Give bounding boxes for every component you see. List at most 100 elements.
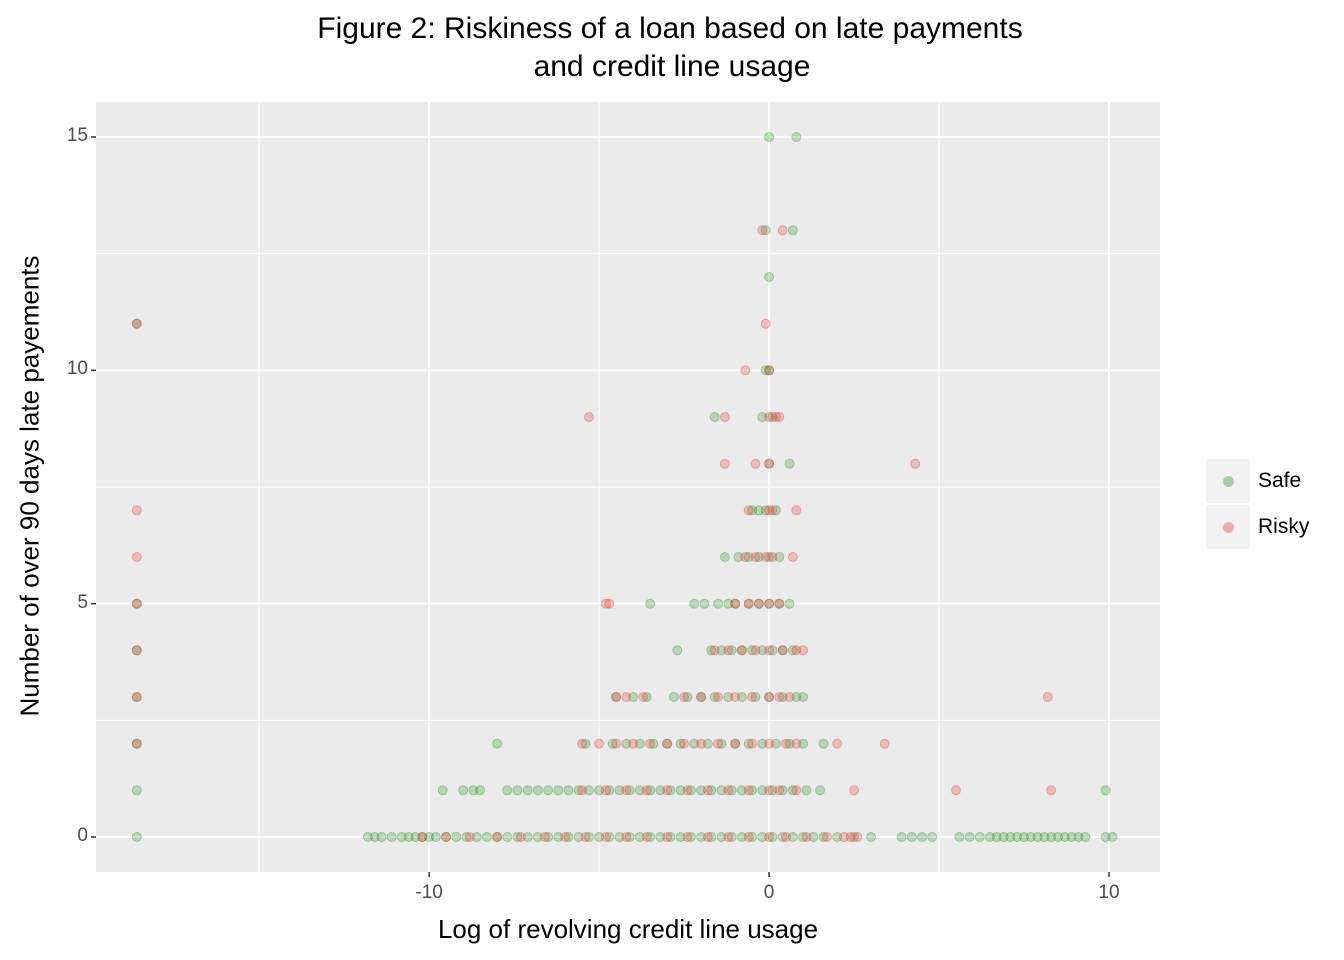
data-point-safe <box>376 832 387 842</box>
data-point-safe <box>131 785 142 796</box>
data-point-safe <box>699 598 710 609</box>
data-point-safe <box>532 832 543 842</box>
legend-label-safe: Safe <box>1258 469 1302 492</box>
data-point-risky <box>560 832 571 842</box>
data-point-safe <box>594 832 605 842</box>
data-point-safe <box>832 832 843 842</box>
data-point-risky <box>736 645 747 656</box>
data-point-risky <box>787 552 798 562</box>
data-point-risky <box>743 832 754 842</box>
data-point-safe <box>1053 832 1063 842</box>
data-point-risky <box>760 318 771 329</box>
data-point-safe <box>764 552 775 562</box>
data-point-safe <box>621 738 632 749</box>
data-point-safe <box>594 785 605 796</box>
series-risky-points <box>131 225 1057 842</box>
data-point-risky <box>777 225 788 236</box>
data-point-safe <box>998 832 1009 842</box>
data-point-risky <box>594 738 605 749</box>
data-point-safe <box>1039 832 1050 842</box>
data-point-safe <box>764 458 775 469</box>
data-point-safe <box>682 692 693 702</box>
data-point-safe <box>815 785 826 796</box>
data-point-safe <box>481 832 492 842</box>
data-point-safe <box>696 832 707 842</box>
data-point-safe <box>866 832 877 842</box>
data-point-risky <box>696 692 707 702</box>
data-point-risky <box>679 692 690 702</box>
data-point-safe <box>713 598 724 609</box>
data-point-safe <box>362 832 373 842</box>
data-point-risky <box>764 505 775 516</box>
data-point-risky <box>764 412 775 422</box>
data-point-risky <box>621 785 632 796</box>
data-point-risky <box>723 785 734 796</box>
data-point-safe <box>706 832 717 842</box>
data-point-safe <box>757 412 768 422</box>
data-point-safe <box>991 832 1002 842</box>
data-point-risky <box>764 645 775 656</box>
data-point-safe <box>665 785 676 796</box>
data-point-safe <box>757 832 768 842</box>
data-point-safe <box>685 785 696 796</box>
data-point-risky <box>696 738 707 749</box>
data-point-safe <box>611 692 622 702</box>
data-point-safe <box>624 832 635 842</box>
data-point-safe <box>424 832 435 842</box>
data-point-safe <box>747 505 758 516</box>
data-point-safe <box>689 738 700 749</box>
data-point-safe <box>787 645 798 656</box>
data-point-safe <box>1080 832 1091 842</box>
data-point-safe <box>502 785 513 796</box>
data-point-safe <box>954 832 965 842</box>
data-point-safe <box>747 785 758 796</box>
data-point-safe <box>689 598 700 609</box>
data-point-risky <box>743 785 754 796</box>
data-point-safe <box>604 785 615 796</box>
data-point-safe <box>917 832 927 842</box>
data-point-safe <box>736 832 747 842</box>
data-point-risky <box>852 832 863 842</box>
data-point-safe <box>583 785 594 796</box>
data-point-safe <box>757 738 768 749</box>
data-point-safe <box>770 505 781 516</box>
data-point-safe <box>634 738 645 749</box>
data-point-safe <box>760 365 771 376</box>
data-point-safe <box>927 832 938 842</box>
data-point-safe <box>522 785 533 796</box>
data-point-safe <box>743 598 754 609</box>
data-point-safe <box>471 832 482 842</box>
data-point-safe <box>696 785 707 796</box>
chart-title: Figure 2: Riskiness of a loan based on l… <box>317 12 1023 45</box>
data-point-safe <box>818 738 829 749</box>
data-point-safe <box>764 692 775 702</box>
data-point-safe <box>1025 832 1036 842</box>
data-point-risky <box>709 645 720 656</box>
data-point-safe <box>730 738 741 749</box>
data-point-safe <box>648 738 659 749</box>
data-point-safe <box>723 598 734 609</box>
data-point-safe <box>1019 832 1029 842</box>
data-point-risky <box>641 832 652 842</box>
data-point-safe <box>512 832 523 842</box>
data-point-safe <box>410 832 421 842</box>
data-point-safe <box>906 832 917 842</box>
y-tick-label: 10 <box>66 358 88 380</box>
data-point-safe <box>760 505 771 516</box>
data-point-safe <box>543 785 554 796</box>
data-point-risky <box>682 785 693 796</box>
data-point-risky <box>662 738 673 749</box>
data-point-safe <box>719 552 730 562</box>
data-point-risky <box>679 738 690 749</box>
data-point-safe <box>573 832 584 842</box>
data-point-safe <box>675 785 686 796</box>
data-point-safe <box>757 645 768 656</box>
data-point-safe <box>430 832 441 842</box>
data-point-risky <box>845 832 856 842</box>
data-point-risky <box>515 832 526 842</box>
data-point-safe <box>675 738 686 749</box>
data-point-risky <box>791 785 802 796</box>
data-point-risky <box>832 738 843 749</box>
data-point-safe <box>723 692 734 702</box>
